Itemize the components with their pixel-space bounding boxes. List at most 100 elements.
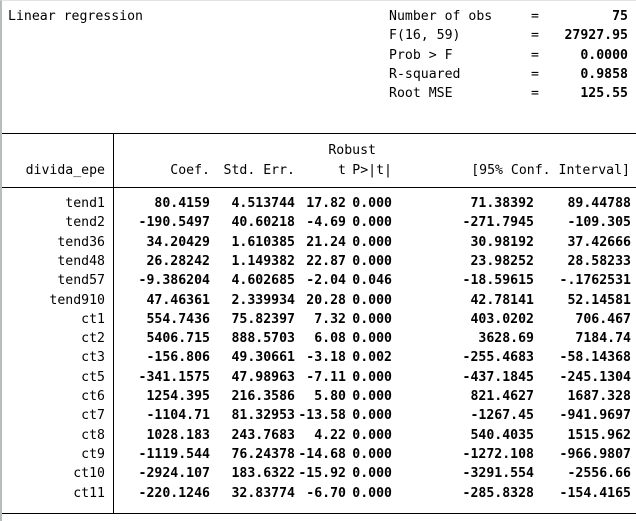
coef-table: divida_epe Robust Coef. Std. Err. t P>|t… (2, 133, 636, 514)
table-row: tend2 -190.5497 40.60218 -4.69 0.000 -27… (2, 213, 636, 232)
table-row: ct7 -1104.71 81.32953 -13.58 0.000 -1267… (2, 406, 636, 425)
coef-value: -1119.544 (138, 446, 210, 462)
p-value: 0.000 (352, 485, 392, 501)
variable-name: ct7 (81, 408, 105, 424)
ci-upper-value: -941.9697 (559, 408, 631, 424)
equals-sign: = (531, 9, 539, 24)
p-value: 0.000 (352, 408, 392, 424)
table-row: ct10 -2924.107 183.6322 -15.92 0.000 -32… (2, 464, 636, 483)
p-value: 0.000 (352, 234, 392, 250)
p-value: 0.000 (352, 369, 392, 385)
t-value: -3.18 (306, 350, 346, 366)
ci-lower-value: 71.38392 (470, 196, 534, 212)
variable-name: tend1 (65, 196, 105, 212)
column-header-line: Coef. Std. Err. t P>|t| [95% Conf. Inter… (113, 161, 636, 180)
stat-label: F(16, 59) (389, 28, 461, 44)
t-value: -14.68 (298, 446, 346, 462)
coef-value: -156.806 (146, 350, 210, 366)
t-value: 20.28 (306, 292, 346, 308)
coef-value: -220.1246 (138, 485, 210, 501)
p-value: 0.000 (352, 389, 392, 405)
p-value: 0.000 (352, 215, 392, 231)
ci-lower-value: -285.8328 (462, 485, 534, 501)
ci-upper-value: 1515.962 (567, 427, 631, 443)
stderr-value: 76.24378 (231, 446, 295, 462)
table-row: ct1 554.7436 75.82397 7.32 0.000 403.020… (2, 310, 636, 329)
variable-name: tend48 (57, 253, 105, 269)
ci-upper-value: 1687.328 (567, 389, 631, 405)
ci-lower-value: -1272.108 (462, 446, 534, 462)
variable-name: tend2 (65, 215, 105, 231)
table-row: tend57 -9.386204 4.602685 -2.04 0.046 -1… (2, 271, 636, 290)
p-value: 0.000 (352, 292, 392, 308)
variable-name: ct9 (81, 446, 105, 462)
ci-upper-value: -109.305 (567, 215, 631, 231)
stat-line: F(16, 59) = 27927.95 (389, 26, 628, 45)
ci-lower-value: -255.4683 (462, 350, 534, 366)
model-stats: Number of obs = 75 F(16, 59) = 27927.95 … (389, 7, 628, 103)
p-value: 0.000 (352, 311, 392, 327)
stderr-value: 243.7683 (231, 427, 295, 443)
ci-lower-value: 3628.69 (478, 331, 534, 347)
ci-lower-value: 403.0202 (470, 311, 534, 327)
stderr-value: 75.82397 (231, 311, 295, 327)
ci-upper-value: -245.1304 (559, 369, 631, 385)
stat-value: 0.0000 (580, 47, 628, 63)
ci-upper-value: 7184.74 (575, 331, 631, 347)
variable-name: tend57 (57, 273, 105, 289)
p-column-header: P>|t| (352, 162, 392, 178)
ci-upper-value: -.1762531 (559, 273, 631, 289)
table-row: tend1 80.4159 4.513744 17.82 0.000 71.38… (2, 194, 636, 213)
t-value: -2.04 (306, 273, 346, 289)
t-value: 17.82 (306, 196, 346, 212)
table-row: ct8 1028.183 243.7683 4.22 0.000 540.403… (2, 426, 636, 445)
stderr-value: 888.5703 (231, 331, 295, 347)
table-row: ct9 -1119.544 76.24378 -14.68 0.000 -127… (2, 445, 636, 464)
t-value: -4.69 (306, 215, 346, 231)
variable-name: tend36 (57, 234, 105, 250)
variable-name: tend910 (49, 292, 105, 308)
ci-lower-value: -271.7945 (462, 215, 534, 231)
stat-label: Number of obs (389, 9, 493, 24)
regression-title: Linear regression (8, 9, 143, 24)
p-value: 0.000 (352, 253, 392, 269)
stat-label: Root MSE (389, 86, 453, 102)
coef-value: 80.4159 (154, 196, 210, 212)
t-value: -6.70 (306, 485, 346, 501)
stderr-value: 81.32953 (231, 408, 295, 424)
coef-value: -341.1575 (138, 369, 210, 385)
stderr-value: 183.6322 (231, 466, 295, 482)
ci-upper-value: -966.9807 (559, 446, 631, 462)
coef-value: -190.5497 (138, 215, 210, 231)
equals-sign: = (531, 28, 539, 44)
stderr-value: 1.610385 (231, 234, 295, 250)
ci-lower-value: -18.59615 (462, 273, 534, 289)
table-row: ct2 5406.715 888.5703 6.08 0.000 3628.69… (2, 329, 636, 348)
equals-sign: = (531, 47, 539, 63)
table-row: ct6 1254.395 216.3586 5.80 0.000 821.462… (2, 387, 636, 406)
coef-value: 47.46361 (146, 292, 210, 308)
stat-value: 0.9858 (580, 66, 628, 82)
ci-upper-value: 52.14581 (567, 292, 631, 308)
coef-value: -1104.71 (146, 408, 210, 424)
stderr-value: 1.149382 (231, 253, 295, 269)
table-row: tend910 47.46361 2.339934 20.28 0.000 42… (2, 291, 636, 310)
ci-column-header: [95% Conf. Interval] (471, 162, 630, 178)
variable-name: ct5 (81, 369, 105, 385)
stat-line: R-squared = 0.9858 (389, 65, 628, 84)
spacer (113, 141, 210, 160)
ci-upper-value: -154.4165 (559, 485, 631, 501)
coef-table-body: tend1 80.4159 4.513744 17.82 0.000 71.38… (2, 188, 636, 513)
robust-header-line: Robust (113, 141, 636, 160)
t-value: 6.08 (314, 331, 346, 347)
table-row: ct3 -156.806 49.30661 -3.18 0.002 -255.4… (2, 348, 636, 367)
stat-line: Prob > F = 0.0000 (389, 46, 628, 65)
variable-name: ct2 (81, 331, 105, 347)
coef-value: 34.20429 (146, 234, 210, 250)
coef-table-header: divida_epe Robust Coef. Std. Err. t P>|t… (2, 134, 636, 189)
coef-value: -2924.107 (138, 466, 210, 482)
table-row: tend48 26.28242 1.149382 22.87 0.000 23.… (2, 252, 636, 271)
variable-name: ct6 (81, 389, 105, 405)
p-value: 0.000 (352, 427, 392, 443)
stderr-value: 47.98963 (231, 369, 295, 385)
